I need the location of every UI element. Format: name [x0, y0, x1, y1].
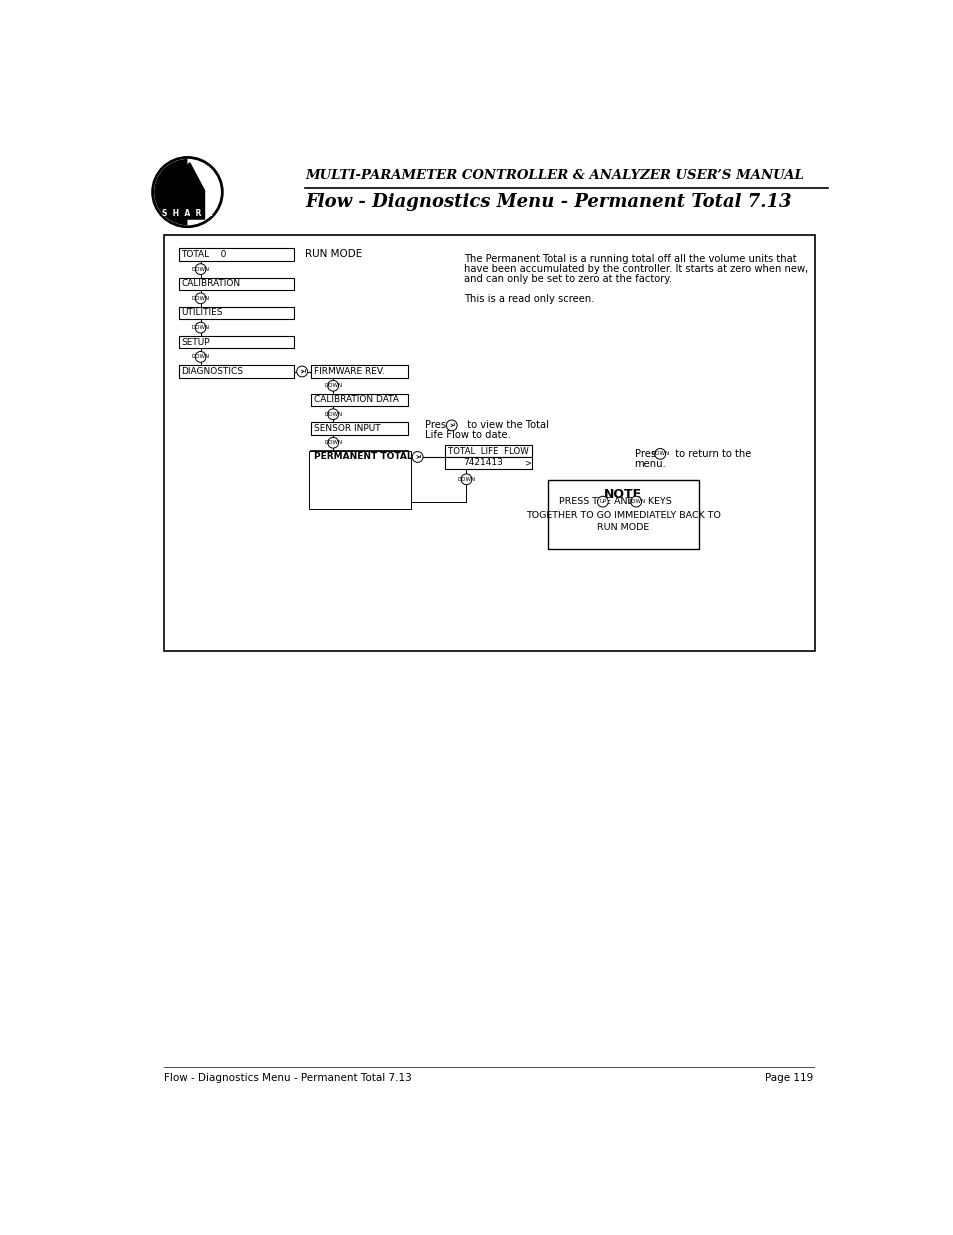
Polygon shape — [183, 163, 204, 219]
Text: DOWN: DOWN — [192, 354, 210, 359]
Bar — [179, 278, 294, 290]
Wedge shape — [154, 159, 187, 225]
Text: CALIBRATION: CALIBRATION — [181, 279, 240, 288]
Text: Flow - Diagnostics Menu - Permanent Total 7.13: Flow - Diagnostics Menu - Permanent Tota… — [305, 193, 791, 211]
Circle shape — [195, 352, 206, 362]
Bar — [444, 446, 531, 457]
Text: S  H  A  R  K: S H A R K — [162, 209, 213, 219]
Text: to return to the: to return to the — [669, 448, 751, 459]
Text: PERMANENT TOTAL: PERMANENT TOTAL — [314, 452, 412, 462]
Bar — [547, 480, 699, 550]
Circle shape — [630, 496, 641, 508]
Text: have been accumulated by the controller. It starts at zero when new,: have been accumulated by the controller.… — [464, 264, 807, 274]
Text: SENSOR INPUT: SENSOR INPUT — [314, 424, 380, 433]
Text: This is a read only screen.: This is a read only screen. — [464, 294, 594, 304]
Text: Page 119: Page 119 — [764, 1073, 813, 1083]
Text: >: > — [523, 458, 531, 467]
Text: UTILITIES: UTILITIES — [181, 309, 222, 317]
Circle shape — [412, 452, 422, 462]
Text: MULTI-PARAMETER CONTROLLER & ANALYZER USER’S MANUAL: MULTI-PARAMETER CONTROLLER & ANALYZER US… — [305, 169, 803, 182]
Text: KEYS: KEYS — [645, 498, 672, 506]
Text: AND: AND — [611, 498, 635, 506]
Bar — [179, 248, 294, 261]
Text: Life Flow to date.: Life Flow to date. — [425, 431, 511, 441]
Bar — [311, 422, 408, 435]
Text: to view the Total: to view the Total — [460, 420, 548, 431]
Text: Press: Press — [425, 420, 452, 431]
Circle shape — [195, 264, 206, 274]
Bar — [179, 336, 294, 348]
Bar — [311, 366, 408, 378]
Text: 7421413: 7421413 — [463, 458, 503, 467]
Bar — [311, 394, 408, 406]
Bar — [309, 451, 410, 509]
Text: TOTAL  LIFE  FLOW: TOTAL LIFE FLOW — [447, 447, 528, 456]
Text: DOWN: DOWN — [324, 411, 342, 416]
Text: SETUP: SETUP — [181, 337, 210, 347]
Text: menu.: menu. — [634, 459, 666, 469]
Text: CALIBRATION DATA: CALIBRATION DATA — [314, 395, 398, 405]
Text: DOWN: DOWN — [651, 451, 669, 457]
Circle shape — [195, 293, 206, 304]
Circle shape — [328, 409, 338, 420]
Text: DOWN: DOWN — [456, 477, 475, 482]
Text: and can only be set to zero at the factory.: and can only be set to zero at the facto… — [464, 274, 672, 284]
Text: DOWN: DOWN — [324, 383, 342, 388]
Text: RUN MODE: RUN MODE — [305, 249, 362, 259]
Text: RUN MODE: RUN MODE — [597, 524, 649, 532]
Circle shape — [296, 366, 307, 377]
Text: UP: UP — [598, 499, 606, 504]
Circle shape — [328, 437, 338, 448]
Bar — [179, 366, 294, 378]
Circle shape — [460, 474, 472, 484]
Text: DIAGNOSTICS: DIAGNOSTICS — [181, 367, 243, 375]
Text: PRESS THE: PRESS THE — [558, 498, 610, 506]
Text: DOWN: DOWN — [192, 296, 210, 301]
Circle shape — [195, 322, 206, 333]
Text: DOWN: DOWN — [192, 267, 210, 272]
Bar — [164, 235, 815, 651]
Circle shape — [328, 380, 338, 391]
Bar — [444, 457, 531, 468]
Text: DOWN: DOWN — [192, 325, 210, 330]
Circle shape — [446, 420, 456, 431]
Text: Press: Press — [634, 448, 660, 459]
Text: FIRMWARE REV.: FIRMWARE REV. — [314, 367, 384, 375]
Text: DOWN: DOWN — [324, 440, 342, 446]
Bar — [179, 306, 294, 319]
Circle shape — [654, 448, 665, 459]
Circle shape — [152, 157, 222, 227]
Text: DOWN: DOWN — [626, 499, 644, 504]
Text: NOTE: NOTE — [603, 488, 641, 500]
Bar — [311, 451, 408, 463]
Text: TOTAL    0: TOTAL 0 — [181, 249, 227, 259]
Text: The Permanent Total is a running total off all the volume units that: The Permanent Total is a running total o… — [464, 253, 796, 264]
Text: Flow - Diagnostics Menu - Permanent Total 7.13: Flow - Diagnostics Menu - Permanent Tota… — [164, 1073, 412, 1083]
Text: TOGETHER TO GO IMMEDIATELY BACK TO: TOGETHER TO GO IMMEDIATELY BACK TO — [525, 511, 720, 520]
Circle shape — [597, 496, 608, 508]
